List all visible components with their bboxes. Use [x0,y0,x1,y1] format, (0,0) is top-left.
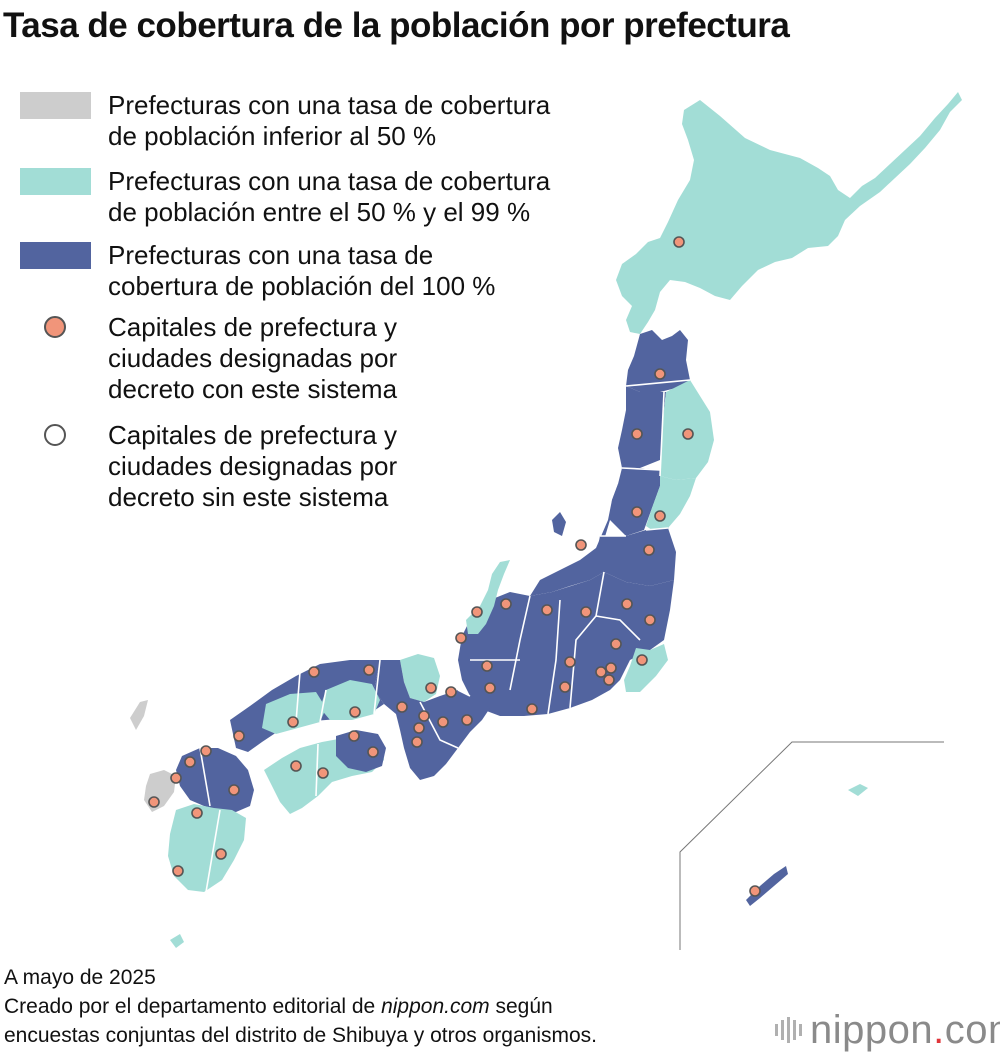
city-marker [559,681,571,693]
date-note: A mayo de 2025 [4,966,156,989]
city-markers [148,236,761,897]
city-marker [348,730,360,742]
city-marker [215,848,227,860]
city-marker [605,662,617,674]
legend-dot-without-system [44,424,66,446]
city-marker [541,604,553,616]
inset-frame [679,741,944,950]
nippon-logo: nippon.com [775,1005,1000,1055]
city-marker [610,638,622,650]
city-marker [654,510,666,522]
city-marker [396,701,408,713]
credit-line: Creado por el departamento editorial de … [4,995,553,1018]
region-kagawa-tokushima [336,730,386,772]
logo-dot: . [933,1007,945,1052]
city-marker [484,682,496,694]
region-chiba [624,644,668,692]
city-marker [564,656,576,668]
source-note: A mayo de 2025 Creado por el departament… [4,963,597,1050]
city-marker [411,736,423,748]
city-marker [481,660,493,672]
region-fukushima [596,528,676,586]
city-marker [418,710,430,722]
region-kyushu-north [176,748,254,812]
city-marker [621,598,633,610]
city-marker [317,767,329,779]
city-marker [363,664,375,676]
region-hokkaido [616,92,962,334]
publisher-name: nippon.com [381,995,490,1018]
region-okayama [320,680,380,720]
region-amami [848,784,868,796]
logo-bars-icon [775,1017,802,1043]
legend-label-low: Prefecturas con una tasa de cobertura de… [108,90,551,151]
city-marker [580,606,592,618]
city-marker [172,865,184,877]
region-hiroshima [262,692,326,734]
city-marker [191,807,203,819]
logo-tld: com [944,1007,1000,1052]
region-akita [618,386,666,468]
region-yakushima [170,934,184,948]
city-marker [367,746,379,758]
city-marker [455,632,467,644]
city-marker [290,760,302,772]
region-kyushu-south [168,804,246,892]
city-marker [682,428,694,440]
region-aomori [626,330,690,392]
city-marker [228,784,240,796]
region-goto-islands [130,700,148,730]
city-marker [643,544,655,556]
source-line: encuestas conjuntas del distrito de Shib… [4,1024,597,1047]
city-marker [445,686,457,698]
city-marker [526,703,538,715]
city-marker [631,428,643,440]
legend-label-with-system: Capitales de prefectura y ciudades desig… [108,312,398,404]
logo-text: nippon [810,1007,934,1052]
map-title: Tasa de cobertura de la población por pr… [3,6,790,45]
city-marker [595,666,607,678]
legend-label-without-system: Capitales de prefectura y ciudades desig… [108,420,398,512]
legend-swatch-low [20,92,91,119]
legend-swatch-mid [20,168,91,195]
city-marker [413,722,425,734]
legend-label-full: Prefecturas con una tasa de cobertura de… [108,240,496,301]
city-marker [500,598,512,610]
city-marker [749,885,761,897]
region-yamagata [610,468,660,536]
city-marker [425,682,437,694]
city-marker [631,506,643,518]
city-marker [148,796,160,808]
city-marker [603,674,615,686]
city-marker [471,606,483,618]
city-marker [673,236,685,248]
city-marker [287,716,299,728]
city-marker [437,716,449,728]
city-marker [349,706,361,718]
city-marker [170,772,182,784]
legend-dot-with-system [44,316,66,338]
region-kinki [374,660,490,780]
city-marker [184,756,196,768]
legend-label-mid: Prefecturas con una tasa de cobertura de… [108,166,551,227]
legend-swatch-full [20,242,91,269]
city-marker [575,539,587,551]
city-marker [461,714,473,726]
city-marker [654,368,666,380]
city-marker [233,730,245,742]
city-marker [200,745,212,757]
city-marker [636,654,648,666]
city-marker [644,614,656,626]
region-sado [552,512,566,536]
region-niigata [530,484,622,596]
city-marker [308,666,320,678]
